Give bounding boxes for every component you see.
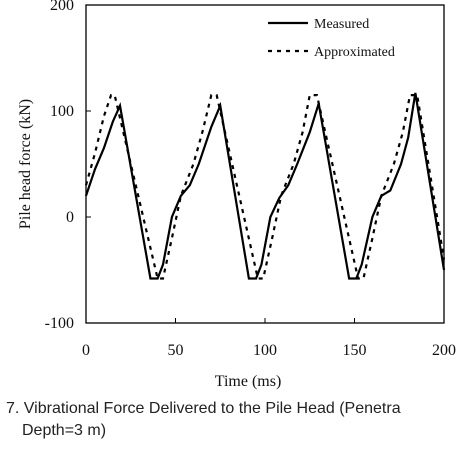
x-tick-label: 150 — [343, 342, 367, 359]
x-tick-label: 50 — [168, 342, 184, 359]
chart: Time (ms) Pile head force (kN) -100 0 100 2… — [17, 0, 456, 390]
x-tick-label: 200 — [432, 342, 456, 359]
series-line — [84, 94, 446, 280]
y-tick-label: 0 — [66, 209, 74, 226]
legend-label: Measured — [314, 17, 369, 32]
x-axis-title: Time (ms) — [215, 373, 282, 390]
y-tick-label: 100 — [50, 103, 74, 120]
x-tick-label: 0 — [82, 342, 90, 359]
caption-line: 7. Vibrational Force Delivered to the Pi… — [6, 400, 401, 417]
caption-line: Depth=3 m) — [22, 422, 107, 439]
series-line — [84, 92, 446, 280]
y-axis-title: Pile head force (kN) — [17, 99, 34, 229]
legend-label: Approximated — [314, 45, 395, 60]
x-tick-label: 100 — [253, 342, 277, 359]
y-tick-label: 200 — [50, 0, 74, 14]
y-tick-label: -100 — [45, 315, 74, 332]
